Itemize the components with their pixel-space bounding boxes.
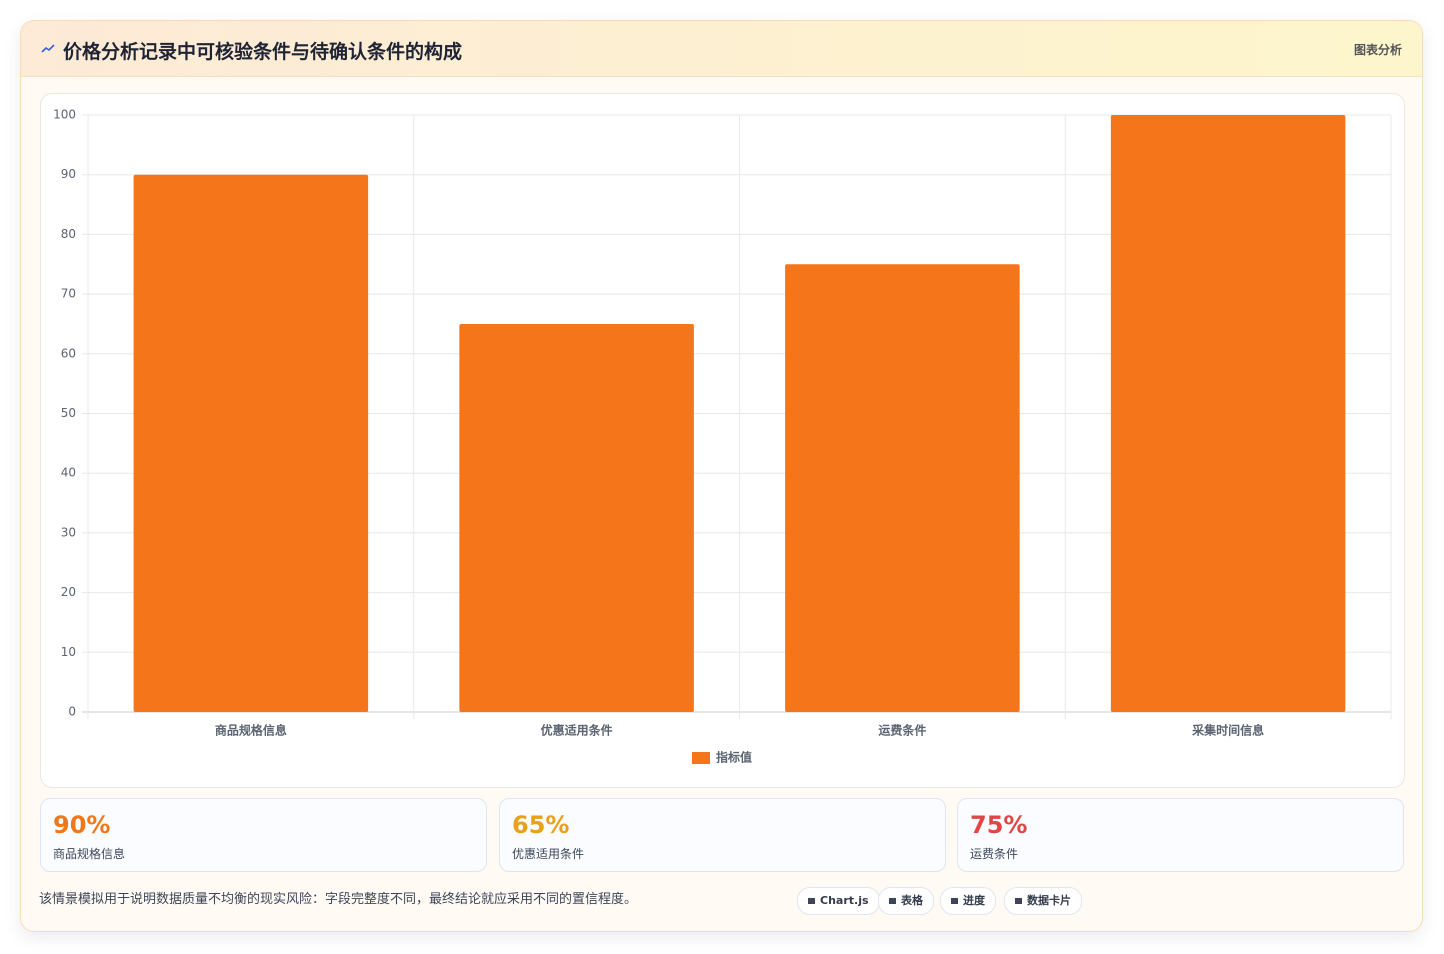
chip-label[interactable]: Chart.js (820, 894, 869, 907)
stat-card: 75% 运费条件 (957, 798, 1404, 872)
header: 价格分析记录中可核验条件与待确认条件的构成 图表分析 (21, 21, 1422, 77)
y-tick-label: 20 (61, 585, 76, 599)
x-tick-label: 商品规格信息 (215, 723, 287, 738)
chip[interactable]: Chart.js (797, 887, 880, 915)
stat-value: 90% (53, 811, 111, 839)
bar (459, 323, 694, 712)
y-tick-label: 10 (61, 645, 76, 659)
stat-label: 优惠适用条件 (512, 847, 585, 861)
y-tick-label: 50 (61, 406, 76, 420)
stat-label: 运费条件 (970, 847, 1019, 861)
y-tick-label: 30 (61, 525, 76, 539)
stat-value: 75% (970, 811, 1028, 839)
legend-label: 指标值 (716, 750, 752, 765)
y-tick-label: 90 (61, 167, 76, 181)
chip[interactable]: 进度 (940, 887, 996, 915)
bar (1110, 115, 1346, 712)
y-tick-label: 0 (68, 705, 76, 719)
y-tick-label: 100 (53, 108, 76, 122)
stat-card: 65% 优惠适用条件 (499, 798, 946, 872)
x-tick-label: 采集时间信息 (1191, 723, 1264, 738)
y-tick-label: 60 (61, 346, 76, 360)
x-tick-label: 运费条件 (878, 723, 926, 738)
chip-label[interactable]: 数据卡片 (1027, 894, 1071, 907)
y-tick-label: 40 (61, 466, 76, 480)
chip-label[interactable]: 进度 (963, 894, 985, 907)
badge[interactable]: 图表分析 (1353, 43, 1402, 57)
stat-card: 90% 商品规格信息 (40, 798, 487, 872)
footer-note: 该情景模拟用于说明数据质量不均衡的现实风险：字段完整度不同，最终结论就应采用不同… (39, 892, 638, 907)
bar (785, 264, 1020, 712)
chip[interactable]: 数据卡片 (1004, 887, 1082, 915)
chip-label[interactable]: 表格 (901, 894, 923, 907)
y-tick-label: 70 (61, 287, 76, 301)
x-tick-label: 优惠适用条件 (541, 723, 613, 738)
stat-value: 65% (512, 811, 570, 839)
title: 价格分析记录中可核验条件与待确认条件的构成 (63, 41, 463, 63)
header-icon (41, 44, 55, 53)
y-tick-label: 80 (61, 227, 76, 241)
legend-swatch (692, 752, 710, 764)
chip[interactable]: 表格 (878, 887, 934, 915)
stat-label: 商品规格信息 (53, 847, 126, 861)
bar (133, 174, 369, 712)
